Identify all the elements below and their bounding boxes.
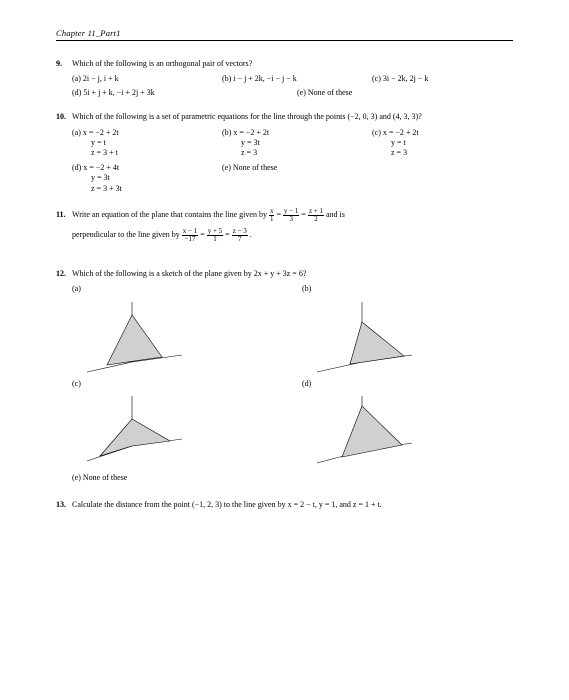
q13-stem: Calculate the distance from the point (−… (72, 500, 382, 510)
q11-gfrac2: y + 51 (207, 228, 223, 243)
eq-sign: = (301, 210, 306, 220)
q9-opt-d: (d) 5i + j + k, −i + 2j + 3k (72, 88, 297, 98)
question-11: 11. Write an equation of the plane that … (56, 208, 513, 243)
q9-stem: Which of the following is an orthogonal … (72, 59, 252, 69)
q11-frac2: y − 13 (283, 208, 299, 223)
q10-a2: y = t (91, 138, 222, 148)
q12-number: 12. (56, 269, 72, 279)
q12-sketch-a: (a) (72, 284, 262, 374)
q12-label-a: (a) (72, 284, 262, 294)
q10-c3: z = 3 (391, 148, 522, 158)
q12-opt-e: (e) None of these (72, 473, 262, 485)
plane-sketch-icon (72, 297, 192, 375)
q9-opt-e: (e) None of these (297, 88, 447, 98)
q11-number: 11. (56, 210, 72, 220)
q11-dot: . (250, 230, 252, 240)
q9-opt-b: (b) i − j + 2k, −i − j − k (222, 74, 372, 84)
chapter-header: Chapter 11_Part1 (56, 28, 513, 41)
q10-a1: (a) x = −2 + 2t (72, 128, 222, 138)
q12-sketch-b: (b) (302, 284, 492, 374)
q10-d3: z = 3 + 3t (91, 184, 222, 194)
q10-opt-b: (b) x = −2 + 2t y = 3t z = 3 (222, 128, 372, 159)
plane-sketch-icon (302, 297, 422, 375)
q12-label-e: (e) None of these (72, 473, 262, 483)
q10-d2: y = 3t (91, 173, 222, 183)
q11-gfrac1: x − 1−17 (182, 228, 198, 243)
eq-sign: = (276, 210, 281, 220)
q9-opt-a: (a) 2i − j, i + k (72, 74, 222, 84)
q10-opt-a: (a) x = −2 + 2t y = t z = 3 + t (72, 128, 222, 159)
q10-c2: y = t (391, 138, 522, 148)
q11-perp: perpendicular to the line given by (72, 230, 180, 240)
eq-sign: = (200, 230, 205, 240)
q9-number: 9. (56, 59, 72, 69)
q11-frac1: x1 (269, 208, 275, 223)
q12-sketch-d: (d) (302, 379, 492, 469)
question-9: 9. Which of the following is an orthogon… (56, 59, 513, 98)
q10-c1: (c) x = −2 + 2t (372, 128, 522, 138)
q13-number: 13. (56, 500, 72, 510)
eq-sign: = (225, 230, 230, 240)
q10-number: 10. (56, 112, 72, 122)
q10-d1: (d) x = −2 + 4t (72, 163, 222, 173)
q9-opt-c: (c) 3i − 2k, 2j − k (372, 74, 522, 84)
q11-stem-line2: perpendicular to the line given by x − 1… (72, 228, 252, 243)
q10-a3: z = 3 + t (91, 148, 222, 158)
q10-opt-d: (d) x = −2 + 4t y = 3t z = 3 + 3t (72, 163, 222, 194)
q11-stem-line1: Write an equation of the plane that cont… (72, 208, 345, 223)
q10-b3: z = 3 (241, 148, 372, 158)
q11-gfrac3: z − 37 (232, 228, 248, 243)
plane-sketch-icon (72, 391, 192, 469)
question-12: 12. Which of the following is a sketch o… (56, 269, 513, 486)
page: Chapter 11_Part1 9. Which of the followi… (0, 0, 569, 700)
question-13: 13. Calculate the distance from the poin… (56, 500, 513, 510)
q11-frac3: z + 12 (308, 208, 324, 223)
q12-sketch-c: (c) (72, 379, 262, 469)
q10-opt-e: (e) None of these (222, 163, 372, 194)
q12-label-c: (c) (72, 379, 262, 389)
q10-opt-c: (c) x = −2 + 2t y = t z = 3 (372, 128, 522, 159)
q10-b1: (b) x = −2 + 2t (222, 128, 372, 138)
q11-stem-a: Write an equation of the plane that cont… (72, 210, 267, 220)
q12-stem: Which of the following is a sketch of th… (72, 269, 306, 279)
q10-stem: Which of the following is a set of param… (72, 112, 422, 122)
plane-sketch-icon (302, 391, 422, 469)
q10-b2: y = 3t (241, 138, 372, 148)
q12-label-b: (b) (302, 284, 492, 294)
question-10: 10. Which of the following is a set of p… (56, 112, 513, 194)
q11-stem-b: and is (326, 210, 345, 220)
q12-label-d: (d) (302, 379, 492, 389)
